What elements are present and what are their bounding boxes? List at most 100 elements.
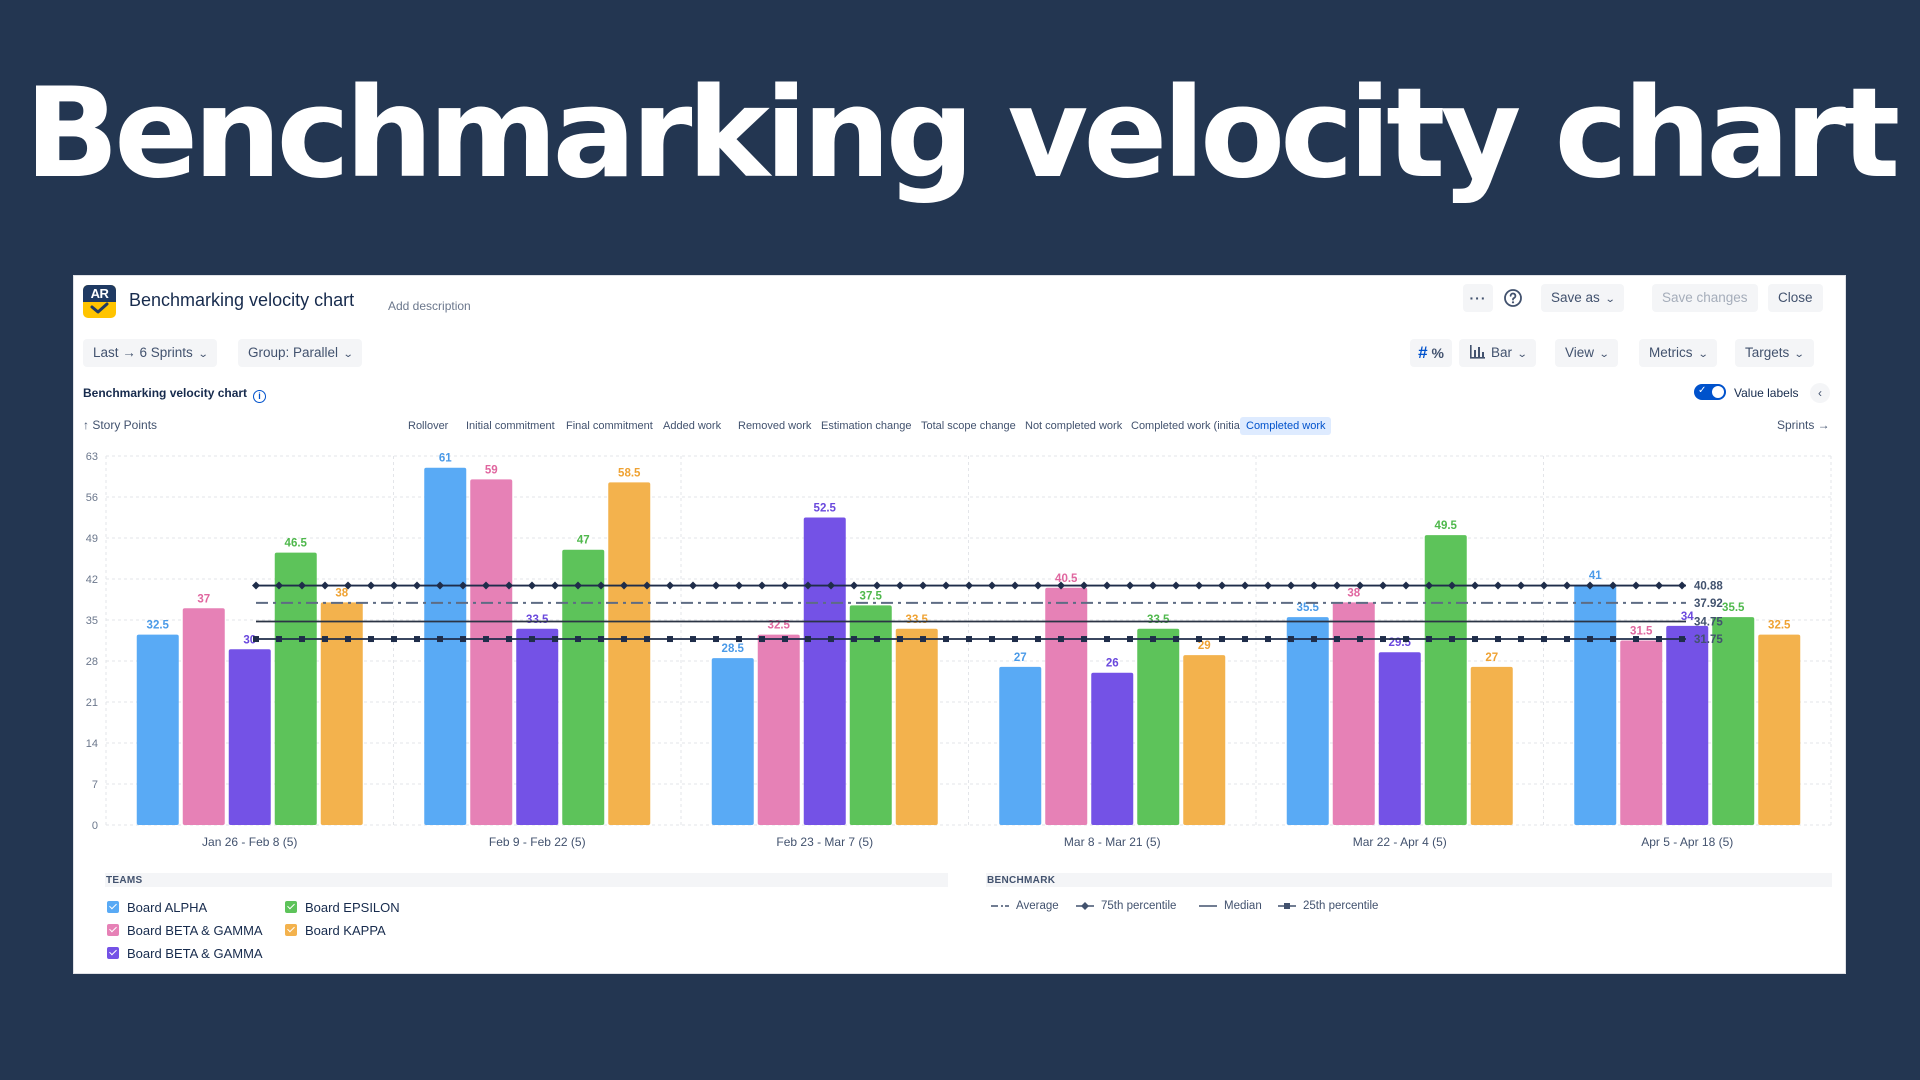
benchmark-marker (1633, 636, 1639, 643)
group-dropdown[interactable]: Group: Parallel ⌄ (238, 339, 363, 367)
legend-75th-label: 75th percentile (1101, 900, 1177, 912)
metric-tab-added-work[interactable]: Added work (663, 420, 722, 432)
y-tick-label: 21 (86, 697, 98, 709)
y-tick-label: 7 (92, 779, 98, 791)
metric-tab-total-scope-change[interactable]: Total scope change (921, 420, 1016, 432)
benchmark-marker (321, 581, 329, 590)
bar (1758, 634, 1801, 825)
bar-value-label: 38 (1347, 587, 1360, 599)
bar-value-label: 32.5 (1768, 620, 1791, 632)
chart-subtitle-text: Benchmarking velocity chart (83, 386, 248, 400)
chevron-down-icon: ⌄ (197, 349, 209, 360)
legend-team-label: Board EPSILON (305, 900, 400, 915)
x-tick-label: Feb 23 - Mar 7 (5) (776, 835, 873, 849)
metric-tab-estimation-change[interactable]: Estimation change (821, 420, 912, 432)
benchmark-marker (644, 636, 650, 643)
benchmark-marker (1679, 636, 1685, 643)
metric-tab-rollover[interactable]: Rollover (408, 420, 449, 432)
metrics-dropdown[interactable]: Metrics ⌄ (1639, 339, 1717, 367)
benchmark-marker (1103, 581, 1111, 590)
number-icon[interactable]: # (1418, 343, 1428, 362)
bar (562, 549, 605, 825)
chart-type-dropdown[interactable]: Bar ⌄ (1459, 339, 1537, 367)
legend-team-item[interactable]: Board BETA & GAMMA (107, 946, 263, 961)
bar (274, 552, 317, 825)
metric-tab-removed-work[interactable]: Removed work (738, 420, 812, 432)
benchmark-marker (919, 581, 927, 590)
save-as-button[interactable]: Save as ⌄ (1541, 284, 1625, 312)
value-labels-toggle[interactable]: ✓ (1694, 384, 1726, 400)
bar (1666, 625, 1709, 825)
view-dropdown[interactable]: View ⌄ (1555, 339, 1619, 367)
checkbox-icon[interactable] (107, 924, 119, 936)
benchmark-marker (620, 581, 628, 590)
bar (999, 666, 1042, 825)
metric-tab-not-completed-work[interactable]: Not completed work (1025, 420, 1123, 432)
checkbox-icon[interactable] (107, 947, 119, 959)
checkbox-icon[interactable] (285, 924, 297, 936)
collapse-panel-button[interactable]: ‹ (1810, 383, 1830, 403)
legend-team-item[interactable]: Board ALPHA (107, 900, 207, 915)
metric-tab-completed-work-initial[interactable]: Completed work (initial) (1131, 420, 1246, 432)
benchmark-marker (552, 636, 558, 643)
more-button[interactable]: ··· (1463, 284, 1493, 312)
toggle-knob (1712, 386, 1724, 398)
bar-value-label: 40.5 (1055, 573, 1078, 585)
benchmark-marker (574, 581, 582, 590)
legend-75th[interactable]: 75th percentile (1075, 900, 1176, 912)
benchmark-marker (1035, 636, 1041, 643)
metric-tab-final-commitment[interactable]: Final commitment (566, 420, 653, 432)
number-percent-toggle[interactable]: # % (1410, 339, 1452, 367)
bar (849, 605, 892, 825)
benchmark-marker (1678, 581, 1686, 590)
y-tick-label: 49 (86, 533, 98, 545)
legend-25th[interactable]: 25th percentile (1277, 900, 1378, 912)
checkbox-icon[interactable] (107, 901, 119, 913)
bar (895, 628, 938, 825)
x-tick-label: Apr 5 - Apr 18 (5) (1641, 835, 1733, 849)
bar-value-label: 31.5 (1630, 626, 1653, 638)
legend-median[interactable]: Median (1198, 900, 1262, 912)
legend-team-item[interactable]: Board KAPPA (285, 923, 386, 938)
range-dropdown[interactable]: Last → 6 Sprints ⌄ (83, 339, 218, 367)
benchmark-marker (299, 636, 305, 643)
benchmark-value-label: 31.75 (1694, 634, 1723, 646)
add-description-link[interactable]: Add description (388, 299, 471, 313)
teams-legend-header (105, 873, 948, 887)
bar-value-label: 61 (439, 453, 452, 465)
benchmark-legend-header (986, 873, 1832, 887)
legend-team-label: Board ALPHA (127, 900, 208, 915)
help-button[interactable] (1498, 284, 1528, 312)
close-button[interactable]: Close (1768, 284, 1823, 312)
bar-value-label: 33.5 (906, 614, 929, 626)
legend-team-label: Board KAPPA (305, 923, 386, 938)
benchmark-marker (483, 636, 489, 643)
chevron-down-icon: ⌄ (1697, 349, 1709, 360)
bar-value-label: 26 (1106, 658, 1119, 670)
legend-team-item[interactable]: Board BETA & GAMMA (107, 923, 263, 938)
legend-average[interactable]: Average (990, 900, 1059, 912)
bar (1620, 640, 1663, 825)
info-icon[interactable]: i (253, 390, 267, 403)
benchmark-marker (252, 581, 260, 590)
benchmark-marker (781, 581, 789, 590)
bar-value-label: 47 (577, 535, 590, 547)
metric-tab-completed-work[interactable]: Completed work (1240, 417, 1332, 435)
benchmark-marker (873, 581, 881, 590)
y-tick-label: 56 (86, 492, 98, 504)
report-title[interactable]: Benchmarking velocity chart (129, 290, 355, 310)
bar-value-label: 27 (1485, 652, 1498, 664)
benchmark-marker (1403, 636, 1409, 643)
benchmark-marker (1517, 581, 1525, 590)
hero-title: Benchmarking velocity chart (24, 62, 1901, 206)
benchmark-marker (1081, 636, 1087, 643)
checkbox-icon[interactable] (285, 901, 297, 913)
benchmark-marker (758, 581, 766, 590)
bar (136, 634, 179, 825)
percent-icon[interactable]: % (1431, 345, 1444, 361)
benchmark-marker (1494, 581, 1502, 590)
save-changes-button[interactable]: Save changes (1652, 284, 1758, 312)
targets-dropdown[interactable]: Targets ⌄ (1735, 339, 1814, 367)
legend-team-item[interactable]: Board EPSILON (285, 900, 400, 915)
metric-tab-initial-commitment[interactable]: Initial commitment (466, 420, 555, 432)
